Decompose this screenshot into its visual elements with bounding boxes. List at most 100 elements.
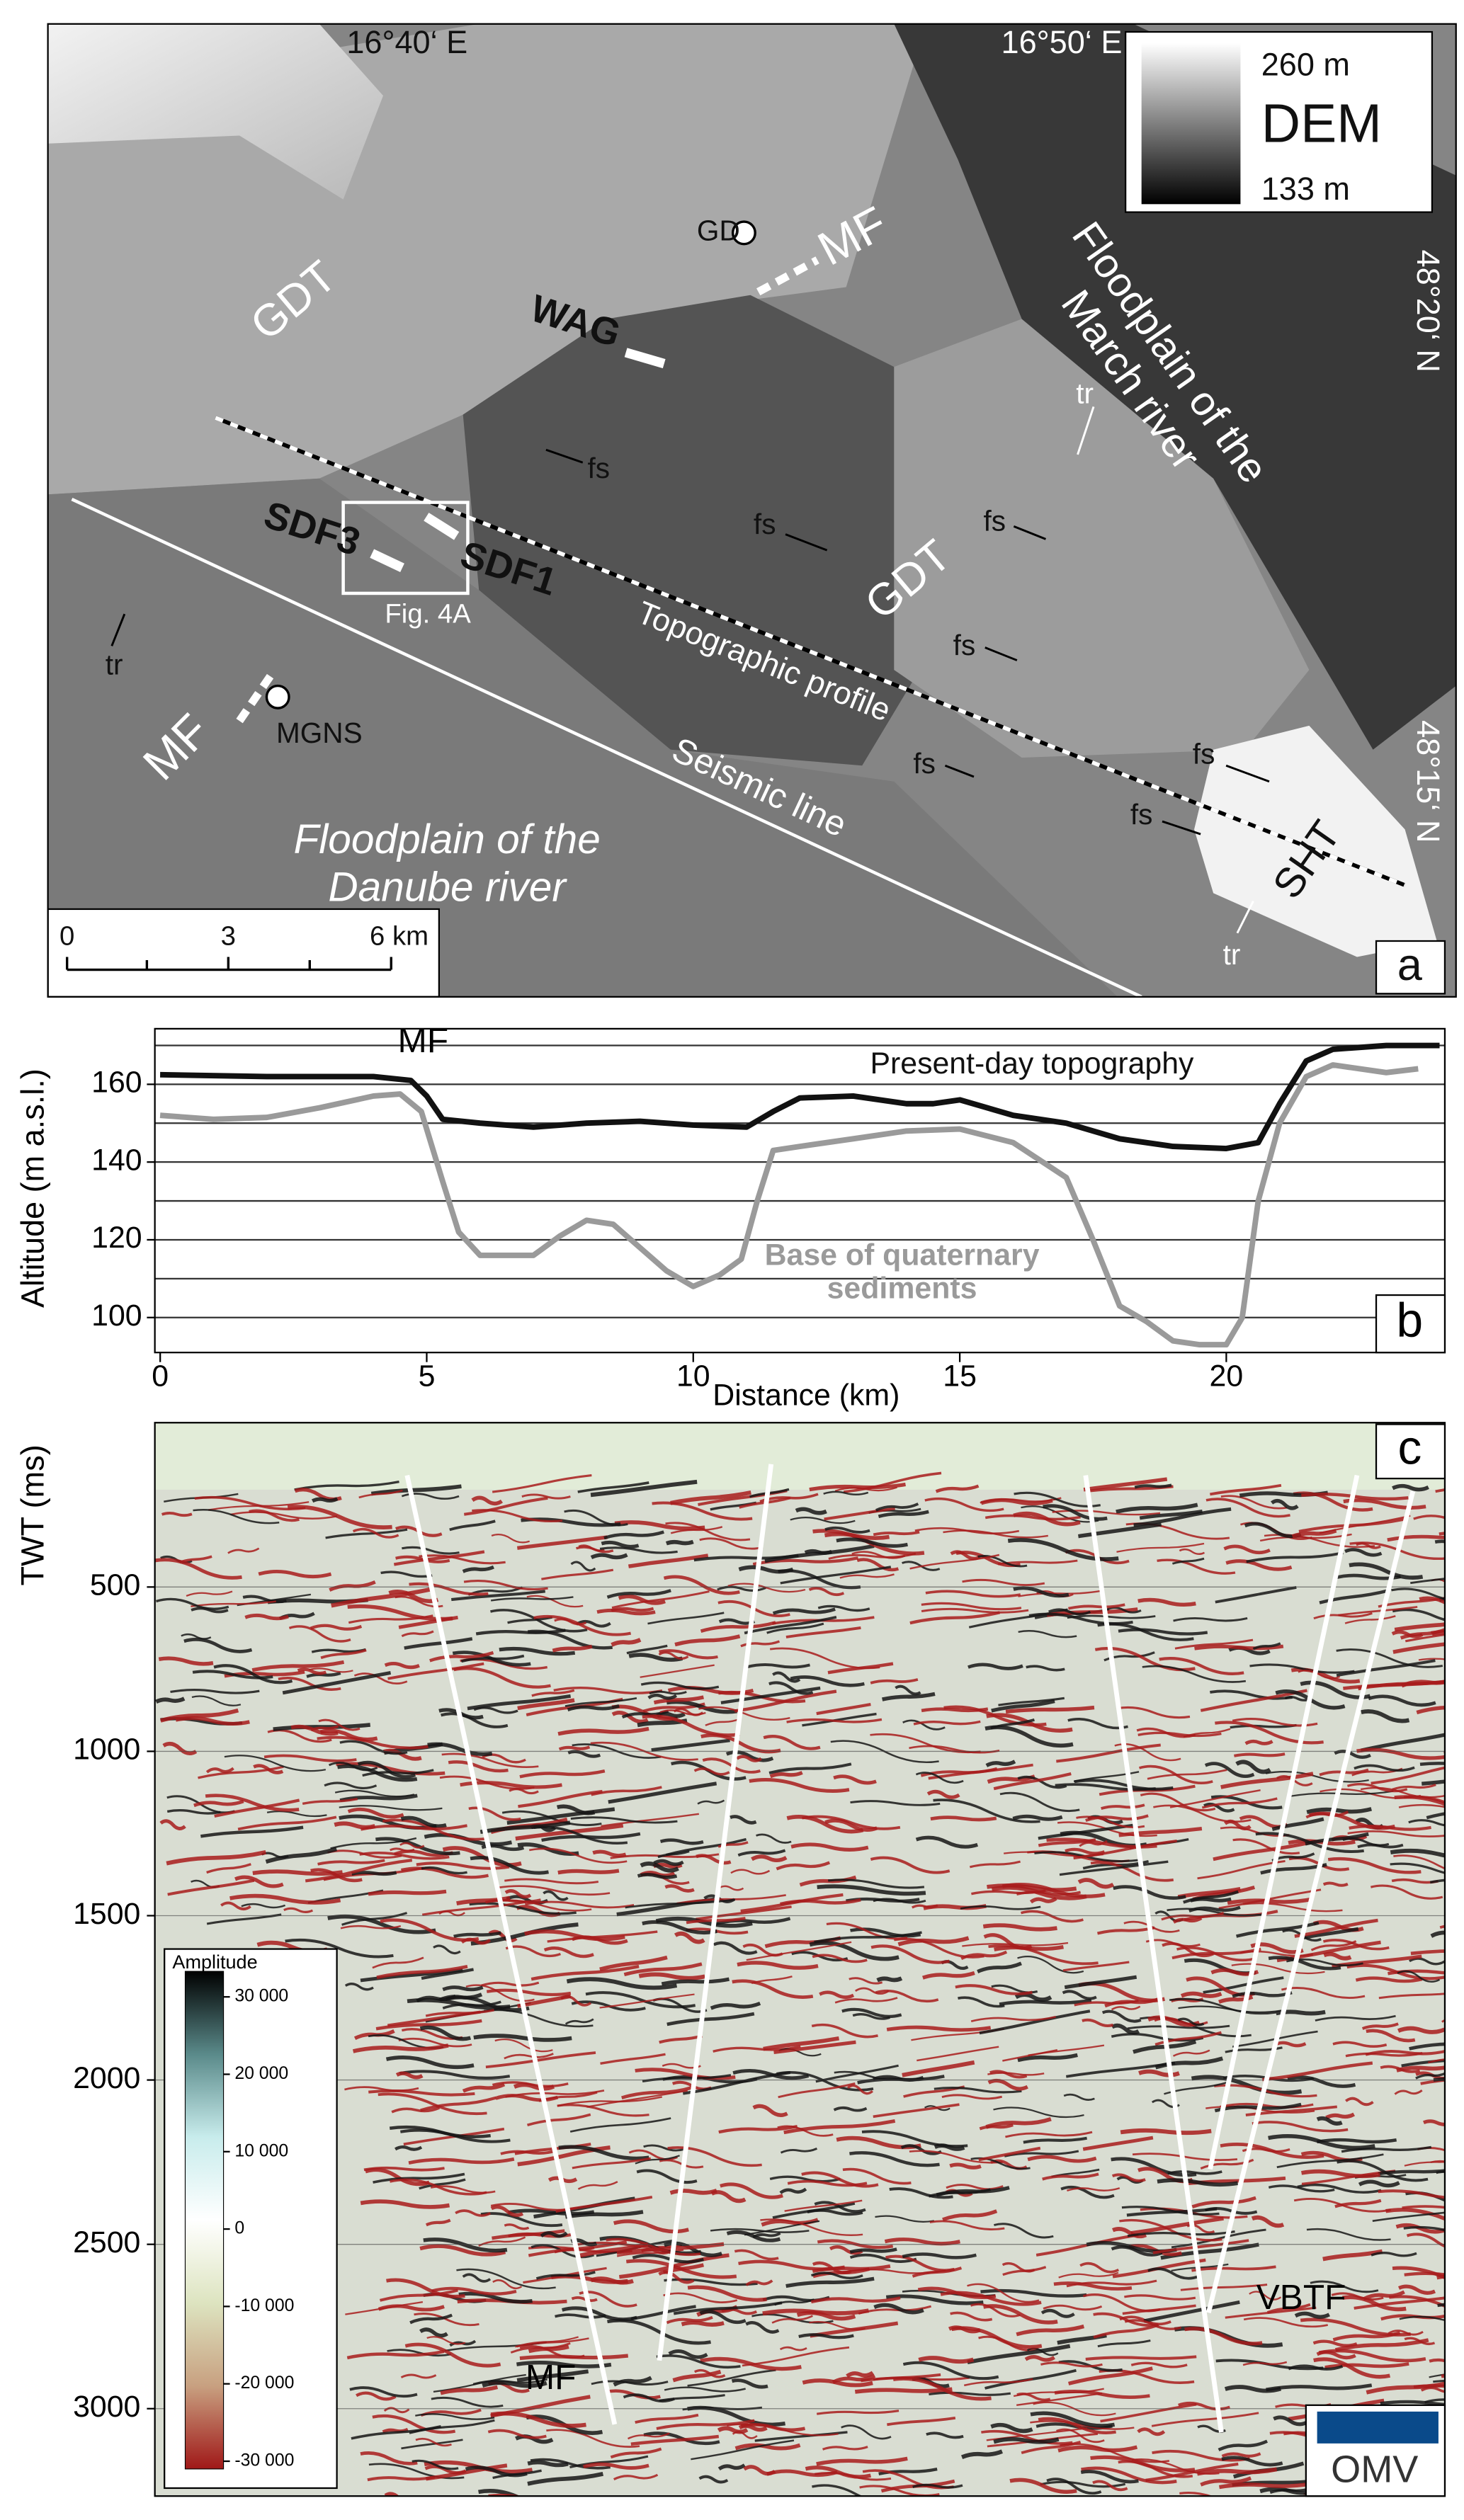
reflector	[1157, 1558, 1236, 1575]
reflector	[1437, 2303, 1445, 2308]
reflector	[815, 2064, 899, 2083]
reflector	[628, 2432, 670, 2440]
reflector	[1430, 1930, 1445, 1938]
reflector	[1090, 2455, 1196, 2473]
reflector	[1188, 1905, 1241, 1912]
reflector	[419, 2327, 448, 2338]
reflector	[665, 1539, 694, 1546]
dem-min: 133 m	[1261, 171, 1350, 207]
reflector	[1398, 1803, 1445, 1808]
reflector	[390, 2178, 487, 2196]
reflector	[640, 1862, 679, 1873]
reflector	[649, 1690, 687, 1695]
reflector	[531, 1689, 575, 1697]
reflector	[768, 1762, 852, 1774]
reflector	[1347, 1830, 1445, 1837]
reflector	[659, 1649, 718, 1660]
reflector	[652, 1501, 753, 1521]
reflector	[305, 1859, 413, 1883]
reflector	[1298, 1669, 1341, 1680]
reflector	[780, 1566, 892, 1585]
reflector	[159, 1708, 239, 1723]
reflector	[875, 1989, 939, 2003]
reflector	[490, 2205, 524, 2217]
reflector	[1130, 2361, 1188, 2368]
reflector	[205, 1767, 234, 1774]
reflector	[1363, 2290, 1405, 2301]
reflector	[732, 1979, 814, 1999]
reflector	[469, 1902, 577, 1915]
reflector	[353, 1672, 408, 1684]
reflector	[918, 2356, 975, 2364]
reflector	[909, 1611, 1001, 1625]
reflector	[1255, 1832, 1364, 1853]
reflector	[1354, 1764, 1415, 1772]
reflector	[1177, 2017, 1205, 2026]
reflector	[462, 2273, 492, 2283]
reflector	[623, 2393, 675, 2403]
reflector	[1167, 2170, 1222, 2175]
reflector	[790, 1842, 869, 1852]
reflector	[1220, 1495, 1288, 1510]
borehole-marker	[370, 549, 404, 573]
reflector	[1365, 2049, 1445, 2056]
reflector	[448, 1760, 509, 1773]
reflector	[970, 2016, 1056, 2022]
reflector	[636, 2169, 698, 2184]
reflector	[360, 2199, 450, 2209]
reflector	[1316, 2116, 1343, 2126]
reflector	[902, 2361, 999, 2381]
reflector	[1179, 2492, 1214, 2497]
map-frame	[47, 23, 1457, 998]
reflector	[1137, 1597, 1196, 1607]
reflector	[1306, 2228, 1391, 2241]
reflector	[1096, 1926, 1155, 1935]
reflector	[614, 1520, 705, 1531]
reflector	[1124, 2319, 1182, 2330]
reflector	[779, 2187, 807, 2194]
reflector	[504, 2223, 530, 2230]
reflector	[1204, 1762, 1255, 1779]
reflector	[1300, 2317, 1411, 2337]
reflector	[398, 2037, 472, 2048]
reflector	[777, 2125, 834, 2137]
reflector	[191, 1600, 276, 1607]
reflector	[282, 1671, 392, 1695]
reflector	[1305, 1832, 1369, 1846]
reflector	[632, 2253, 705, 2264]
reflector	[1191, 2075, 1303, 2095]
colorbar-tick-label: 30 000	[234, 1987, 288, 2006]
reflector	[726, 2230, 781, 2242]
reflector	[263, 1754, 357, 1762]
reflector	[744, 1615, 837, 1635]
reflector	[987, 1883, 1077, 1893]
reflector	[1232, 1838, 1300, 1855]
reflector	[989, 2070, 1028, 2079]
reflector	[557, 1726, 649, 1736]
latitude-label: 48°20‘ N	[1410, 250, 1446, 372]
reflector	[1246, 1551, 1344, 1563]
reflector	[982, 1923, 1057, 1932]
reflector	[1294, 1918, 1378, 1938]
reflector	[786, 1718, 883, 1723]
reflector	[391, 2106, 441, 2114]
reflector	[990, 1718, 1035, 1730]
reflector	[1023, 2136, 1087, 2144]
reflector	[317, 1735, 429, 1750]
reflector	[564, 1697, 637, 1707]
reflector	[693, 2368, 726, 2378]
reflector	[387, 2010, 481, 2027]
reflector	[365, 2167, 430, 2187]
reflector	[200, 1825, 304, 1838]
reflector	[785, 1626, 861, 1638]
reflector	[979, 2123, 1014, 2131]
reflector	[1111, 2005, 1141, 2011]
reflector	[961, 2449, 1003, 2459]
reflector	[162, 1741, 198, 1755]
reflector	[373, 2172, 465, 2184]
reflector	[449, 1520, 496, 1532]
reflector	[752, 2104, 788, 2117]
reflector	[564, 1509, 628, 1527]
